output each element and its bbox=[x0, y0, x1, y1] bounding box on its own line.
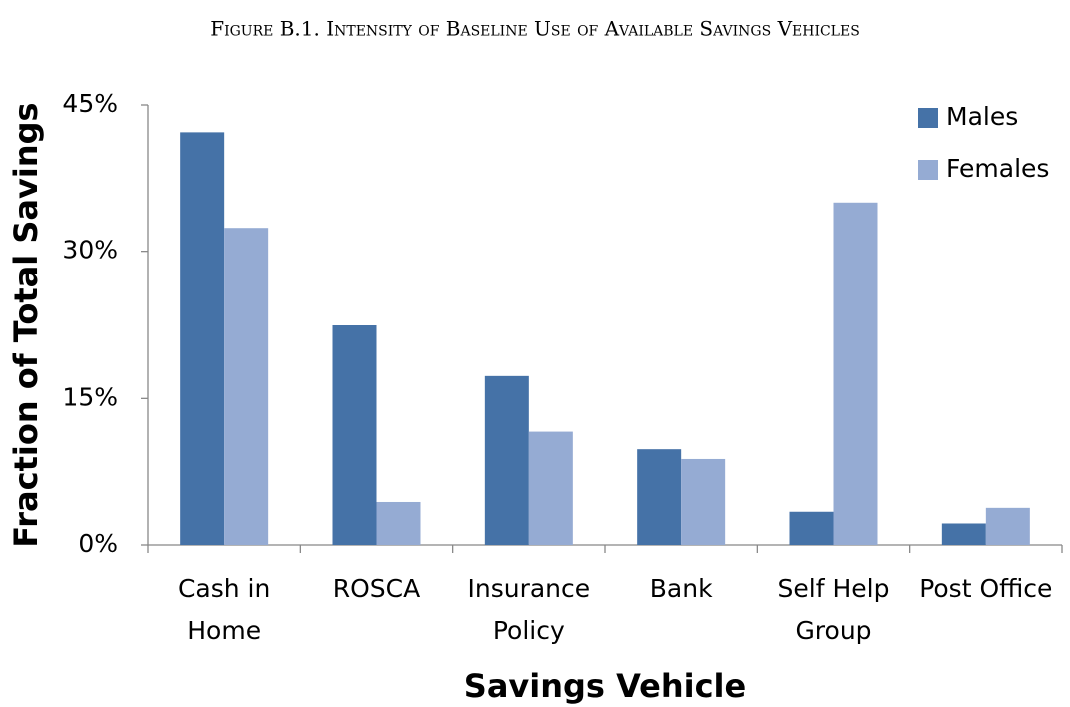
x-tick-label: Bank bbox=[650, 574, 713, 603]
x-axis-title: Savings Vehicle bbox=[464, 667, 746, 705]
bar bbox=[484, 375, 529, 545]
bar bbox=[528, 431, 573, 545]
bar bbox=[985, 507, 1030, 545]
y-tick-label: 45% bbox=[62, 89, 118, 118]
legend-label: Females bbox=[946, 154, 1049, 183]
x-tick-label-line: ROSCA bbox=[333, 574, 420, 603]
bar bbox=[833, 202, 878, 545]
bar bbox=[637, 449, 682, 545]
bar bbox=[941, 523, 986, 545]
bar bbox=[332, 325, 377, 545]
x-tick-label: Self Help Group bbox=[778, 574, 890, 645]
x-tick-label: Cash in Home bbox=[178, 574, 270, 645]
x-tick-label: Insurance Policy bbox=[468, 574, 591, 645]
y-tick-label: 30% bbox=[62, 236, 118, 265]
legend-label: Males bbox=[946, 102, 1018, 131]
x-tick-label-line: Home bbox=[187, 616, 261, 645]
x-tick-label-line: Policy bbox=[493, 616, 565, 645]
x-tick-label-line: Insurance bbox=[468, 574, 591, 603]
bar bbox=[180, 132, 225, 545]
x-tick-label: ROSCA bbox=[333, 574, 420, 603]
y-tick-label: 0% bbox=[78, 529, 118, 558]
bar bbox=[224, 228, 269, 545]
legend-swatch bbox=[918, 108, 938, 128]
legend-swatch bbox=[918, 160, 938, 180]
y-axis-title: Fraction of Total Savings bbox=[7, 102, 45, 547]
x-tick-label: Post Office bbox=[919, 574, 1052, 603]
x-tick-label-line: Self Help bbox=[778, 574, 890, 603]
chart-title: Figure B.1. Intensity of Baseline Use of… bbox=[210, 17, 860, 41]
x-tick-label-line: Post Office bbox=[919, 574, 1052, 603]
bar bbox=[681, 458, 726, 545]
x-tick-label-line: Bank bbox=[650, 574, 713, 603]
x-tick-label-line: Group bbox=[795, 616, 871, 645]
y-tick-label: 15% bbox=[62, 382, 118, 411]
x-tick-label-line: Cash in bbox=[178, 574, 270, 603]
bar bbox=[376, 501, 421, 545]
bar bbox=[789, 511, 834, 545]
